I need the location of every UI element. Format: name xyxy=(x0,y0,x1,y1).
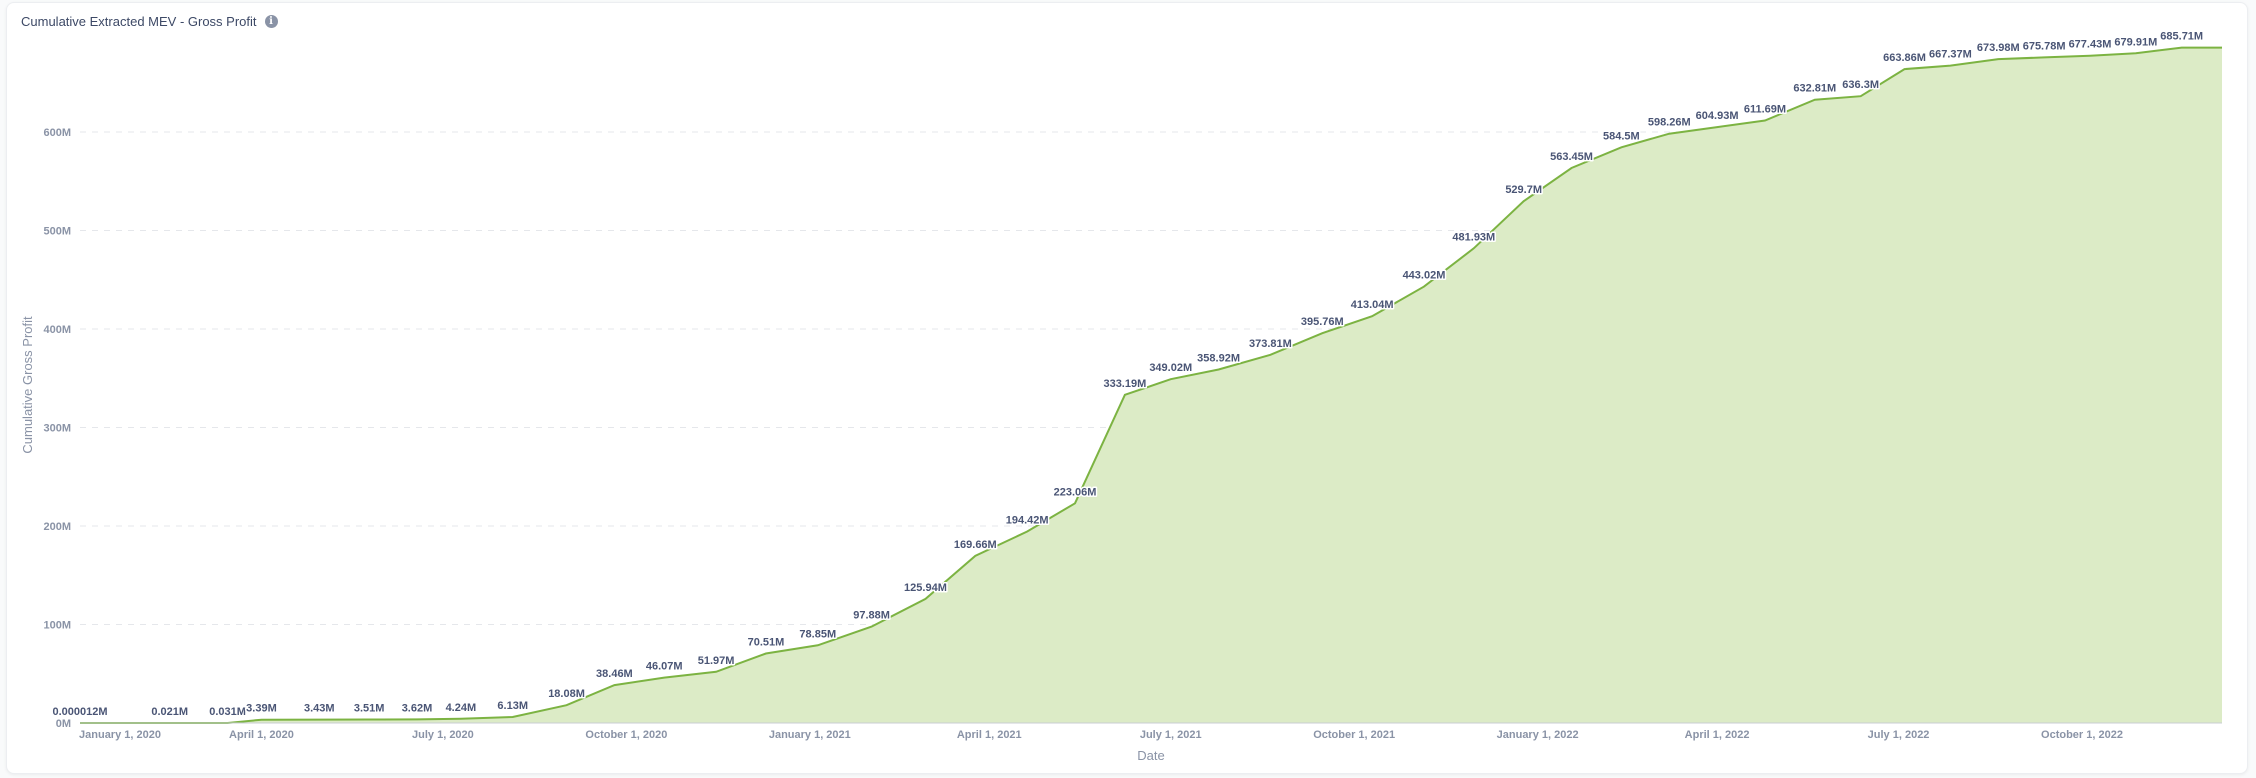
data-label: 223.06M xyxy=(1054,486,1097,498)
y-tick-label: 400M xyxy=(43,324,71,336)
data-label: 358.92M xyxy=(1197,352,1240,364)
y-tick-label: 200M xyxy=(43,521,71,533)
data-label: 0.021M xyxy=(151,706,188,718)
data-label: 413.04M xyxy=(1351,299,1394,311)
x-tick-label: July 1, 2020 xyxy=(412,729,474,741)
y-axis-ticks: 0M 100M 200M 300M 400M 500M 600M xyxy=(43,127,71,730)
x-tick-label: April 1, 2020 xyxy=(229,729,294,741)
data-label: 598.26M xyxy=(1648,117,1691,129)
x-tick-label: January 1, 2020 xyxy=(79,729,161,741)
data-label: 333.19M xyxy=(1103,378,1146,390)
x-tick-label: January 1, 2022 xyxy=(1497,729,1579,741)
data-label: 3.39M xyxy=(246,703,277,715)
area-fill xyxy=(80,47,2222,724)
data-label: 3.51M xyxy=(354,703,385,715)
data-label: 6.13M xyxy=(497,700,528,712)
data-label: 51.97M xyxy=(698,655,735,667)
y-tick-label: 100M xyxy=(43,620,71,632)
data-label: 373.81M xyxy=(1249,338,1292,350)
data-label: 663.86M xyxy=(1883,52,1926,64)
y-tick-label: 300M xyxy=(43,423,71,435)
data-label: 125.94M xyxy=(904,582,947,594)
data-label: 3.43M xyxy=(304,703,335,715)
x-tick-label: July 1, 2022 xyxy=(1868,729,1930,741)
data-label: 97.88M xyxy=(853,610,890,622)
y-tick-label: 0M xyxy=(56,718,71,730)
y-tick-label: 500M xyxy=(43,226,71,238)
chart-header: Cumulative Extracted MEV - Gross Profit … xyxy=(21,14,278,29)
y-axis-title: Cumulative Gross Profit xyxy=(20,316,35,454)
data-label: 0.000012M xyxy=(52,706,107,718)
data-label: 677.43M xyxy=(2069,39,2112,51)
data-label: 18.08M xyxy=(548,688,585,700)
x-tick-label: April 1, 2021 xyxy=(957,729,1022,741)
data-label: 443.02M xyxy=(1403,270,1446,282)
data-label: 632.81M xyxy=(1793,83,1836,95)
x-tick-label: January 1, 2021 xyxy=(769,729,851,741)
data-label: 0.031M xyxy=(209,706,246,718)
x-tick-label: October 1, 2022 xyxy=(2041,729,2123,741)
data-label: 70.51M xyxy=(748,637,785,649)
data-label: 3.62M xyxy=(402,702,433,714)
data-label: 563.45M xyxy=(1550,151,1593,163)
data-label: 38.46M xyxy=(596,668,633,680)
data-label: 169.66M xyxy=(954,539,997,551)
data-label: 349.02M xyxy=(1149,362,1192,374)
data-label: 675.78M xyxy=(2023,40,2066,52)
info-icon[interactable]: i xyxy=(264,15,278,28)
data-label: 673.98M xyxy=(1977,42,2020,54)
x-tick-label: October 1, 2020 xyxy=(585,729,667,741)
x-axis-ticks: January 1, 2020 April 1, 2020 July 1, 2020… xyxy=(79,729,2123,741)
data-label: 685.71M xyxy=(2160,31,2203,43)
data-label: 395.76M xyxy=(1301,316,1344,328)
data-label: 4.24M xyxy=(446,702,477,714)
data-label: 46.07M xyxy=(646,661,683,673)
data-label: 636.3M xyxy=(1842,79,1879,91)
data-label: 584.5M xyxy=(1603,130,1640,142)
x-tick-label: April 1, 2022 xyxy=(1685,729,1750,741)
x-tick-label: October 1, 2021 xyxy=(1313,729,1395,741)
x-tick-label: July 1, 2021 xyxy=(1140,729,1202,741)
data-label: 529.7M xyxy=(1505,184,1542,196)
series-line[interactable] xyxy=(80,46,2222,724)
data-labels: 0.000012M 0.021M 0.031M 3.39M 3.43M 3.51M 3.62… xyxy=(51,29,2205,719)
data-label: 667.37M xyxy=(1929,49,1972,61)
data-label: 78.85M xyxy=(799,628,836,640)
y-tick-label: 600M xyxy=(43,127,71,139)
data-label: 481.93M xyxy=(1452,231,1495,243)
data-label: 604.93M xyxy=(1696,110,1739,122)
x-axis-title: Date xyxy=(1137,748,1164,763)
data-label: 194.42M xyxy=(1006,514,1049,526)
data-label: 679.91M xyxy=(2114,36,2157,48)
chart-title: Cumulative Extracted MEV - Gross Profit xyxy=(21,14,257,29)
data-label: 611.69M xyxy=(1744,103,1786,115)
